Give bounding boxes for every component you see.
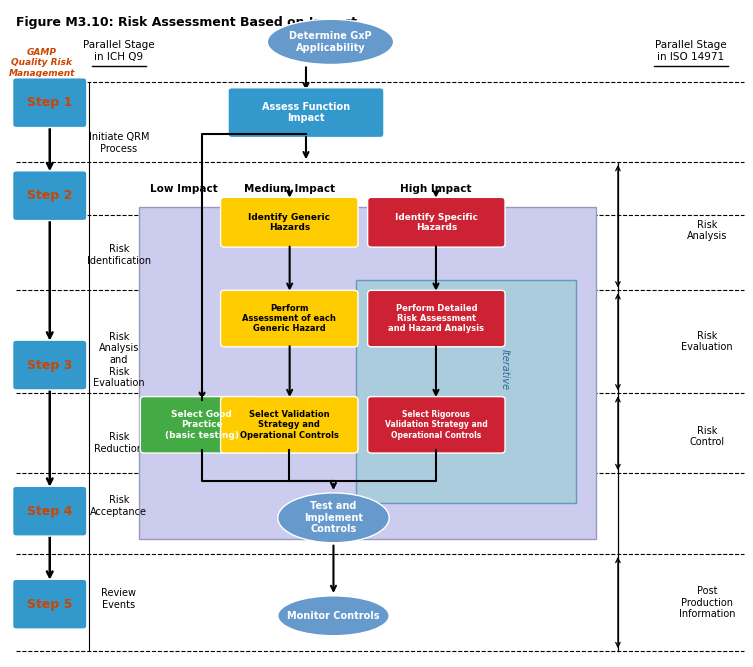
Text: Select Validation
Strategy and
Operational Controls: Select Validation Strategy and Operation…	[240, 410, 339, 440]
Text: Select Rigorous
Validation Strategy and
Operational Controls: Select Rigorous Validation Strategy and …	[385, 410, 488, 440]
FancyBboxPatch shape	[140, 397, 263, 453]
Text: Figure M3.10: Risk Assessment Based on Impact: Figure M3.10: Risk Assessment Based on I…	[17, 16, 358, 29]
Text: Step 2: Step 2	[27, 189, 72, 202]
FancyBboxPatch shape	[13, 78, 87, 127]
Text: Initiate QRM
Process: Initiate QRM Process	[89, 132, 149, 153]
FancyBboxPatch shape	[356, 280, 575, 503]
FancyBboxPatch shape	[367, 397, 505, 453]
Text: Parallel Stage
in ICH Q9: Parallel Stage in ICH Q9	[83, 40, 154, 61]
Text: Step 1: Step 1	[27, 96, 72, 109]
FancyBboxPatch shape	[13, 340, 87, 390]
Text: GAMP
Quality Risk
Management
Process: GAMP Quality Risk Management Process	[8, 48, 75, 88]
FancyBboxPatch shape	[367, 290, 505, 347]
Text: Risk
Reduction: Risk Reduction	[94, 432, 143, 454]
FancyBboxPatch shape	[13, 171, 87, 221]
FancyBboxPatch shape	[228, 88, 384, 137]
Text: Step 5: Step 5	[27, 598, 72, 611]
Text: Review
Events: Review Events	[102, 588, 136, 610]
Text: Identify Specific
Hazards: Identify Specific Hazards	[395, 213, 477, 232]
Text: Risk
Evaluation: Risk Evaluation	[681, 331, 733, 352]
Text: Step 4: Step 4	[27, 505, 72, 518]
Text: Perform
Assessment of each
Generic Hazard: Perform Assessment of each Generic Hazar…	[242, 303, 336, 334]
Text: High Impact: High Impact	[400, 183, 471, 193]
Text: Test and
Implement
Controls: Test and Implement Controls	[304, 501, 363, 534]
Text: Risk
Analysis
and
Risk
Evaluation: Risk Analysis and Risk Evaluation	[93, 332, 145, 388]
FancyBboxPatch shape	[221, 290, 358, 347]
Ellipse shape	[278, 596, 389, 636]
FancyBboxPatch shape	[367, 197, 505, 247]
Text: Monitor Controls: Monitor Controls	[287, 611, 380, 621]
Text: Perform Detailed
Risk Assessment
and Hazard Analysis: Perform Detailed Risk Assessment and Haz…	[389, 303, 484, 334]
Text: Low Impact: Low Impact	[150, 183, 218, 193]
Text: Select Good
Practice
(basic testing): Select Good Practice (basic testing)	[165, 410, 239, 440]
Text: Risk
Acceptance: Risk Acceptance	[90, 496, 148, 517]
Text: Identify Generic
Hazards: Identify Generic Hazards	[248, 213, 331, 232]
Text: Risk
Analysis: Risk Analysis	[687, 219, 727, 241]
Ellipse shape	[267, 19, 394, 65]
FancyBboxPatch shape	[13, 579, 87, 629]
Text: Medium Impact: Medium Impact	[244, 183, 335, 193]
Text: Risk
Identification: Risk Identification	[87, 244, 151, 266]
Text: Iterative: Iterative	[500, 350, 510, 391]
Text: Assess Function
Impact: Assess Function Impact	[262, 102, 350, 123]
Ellipse shape	[278, 493, 389, 543]
FancyBboxPatch shape	[221, 197, 358, 247]
Text: Risk
Control: Risk Control	[690, 426, 724, 448]
FancyBboxPatch shape	[139, 207, 596, 540]
Text: Post
Production
Information: Post Production Information	[678, 586, 735, 619]
FancyBboxPatch shape	[221, 397, 358, 453]
Text: Step 3: Step 3	[27, 359, 72, 372]
FancyBboxPatch shape	[13, 486, 87, 536]
Text: Determine GxP
Applicability: Determine GxP Applicability	[289, 31, 372, 53]
Text: Parallel Stage
in ISO 14971: Parallel Stage in ISO 14971	[655, 40, 727, 61]
